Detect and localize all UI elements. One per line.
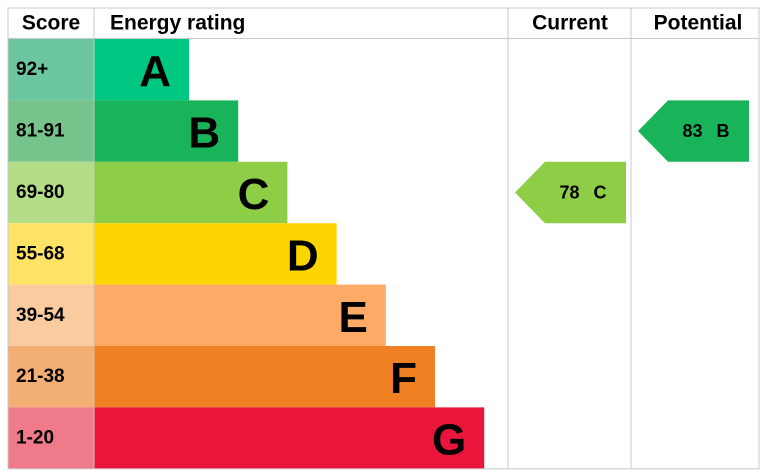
rating-bar (94, 284, 386, 346)
score-cell (8, 407, 94, 469)
frame (7, 7, 760, 470)
score-cell (8, 346, 94, 408)
rating-letter: B (188, 109, 220, 158)
rating-bar (94, 39, 189, 101)
score-cell (8, 223, 94, 285)
score-label: 1-20 (16, 428, 54, 449)
rating-bar (94, 407, 485, 469)
score-label: 39-54 (16, 305, 65, 326)
rating-bar (94, 346, 435, 408)
current-value: 78 (559, 183, 579, 203)
potential-letter: B (717, 121, 730, 141)
rating-bar (94, 100, 239, 162)
score-cell (8, 100, 94, 162)
score-cell (8, 161, 94, 224)
score-label: 69-80 (16, 182, 65, 203)
potential-value: 83 (682, 121, 702, 141)
rating-letter: A (139, 47, 171, 96)
score-label: 55-68 (16, 243, 65, 264)
header-rating: Energy rating (110, 12, 245, 35)
rating-letter: F (390, 354, 417, 403)
score-label: 92+ (16, 59, 48, 80)
rating-letter: C (238, 170, 270, 219)
current-letter: C (594, 183, 607, 203)
rating-letter: E (338, 293, 367, 342)
score-cell (8, 39, 94, 101)
rating-bar (94, 223, 337, 285)
potential-arrow (638, 100, 749, 162)
header-potential: Potential (654, 12, 743, 35)
rating-letter: G (432, 416, 466, 465)
rating-letter: D (287, 231, 319, 280)
score-cell (8, 284, 94, 346)
rating-bar (94, 161, 288, 224)
score-label: 21-38 (16, 366, 65, 387)
header-current: Current (532, 12, 608, 35)
header-score: Score (22, 12, 80, 35)
score-label: 81-91 (16, 121, 65, 142)
current-arrow (515, 161, 626, 224)
